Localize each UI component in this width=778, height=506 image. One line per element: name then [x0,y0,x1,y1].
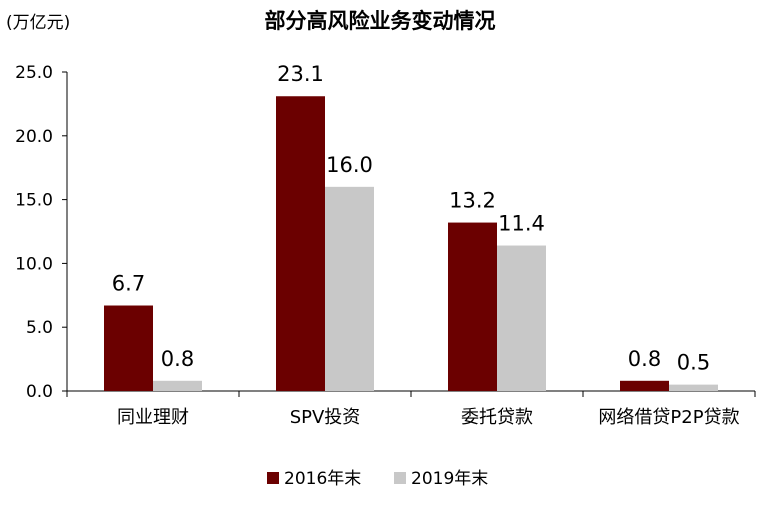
y-tick-label: 20.0 [15,127,53,147]
bar-series-2 [325,186,374,391]
y-tick-label: 0.0 [26,382,53,402]
data-label: 23.1 [277,62,324,86]
legend-label: 2019年末 [411,469,488,489]
x-category-label: SPV投资 [290,407,361,428]
bar-series-2 [153,380,202,391]
data-label: 16.0 [326,153,373,177]
data-label: 13.2 [449,189,496,213]
bar-series-1 [276,96,325,391]
data-label: 11.4 [498,212,545,236]
bar-series-1 [104,305,153,391]
bar-series-2 [669,384,718,391]
plot-area: 0.0 5.0 10.0 15.0 20.0 25.0 同业理财 SPV投资 委托贷款 网络借贷P… [15,62,756,428]
y-tick-label: 15.0 [15,191,53,211]
data-label: 0.5 [677,351,710,375]
chart-title: 部分高风险业务变动情况 [265,9,496,33]
x-category-label: 委托贷款 [461,407,533,428]
bar-series-1 [620,380,669,391]
data-label: 6.7 [112,272,145,296]
x-category-label: 网络借贷P2P贷款 [598,407,739,428]
x-category-label: 同业理财 [117,407,189,428]
bar-series-1 [448,222,497,391]
data-label: 0.8 [161,347,194,371]
y-tick-label: 5.0 [26,318,53,338]
data-label: 0.8 [628,347,661,371]
legend-swatch [394,472,406,484]
legend-swatch [267,472,279,484]
legend: 2016年末 2019年末 [267,469,488,489]
y-tick-label: 10.0 [15,254,53,274]
y-axis-unit-label: (万亿元) [6,13,70,33]
legend-label: 2016年末 [284,469,361,489]
bar-series-2 [497,245,546,391]
y-tick-label: 25.0 [15,63,53,83]
